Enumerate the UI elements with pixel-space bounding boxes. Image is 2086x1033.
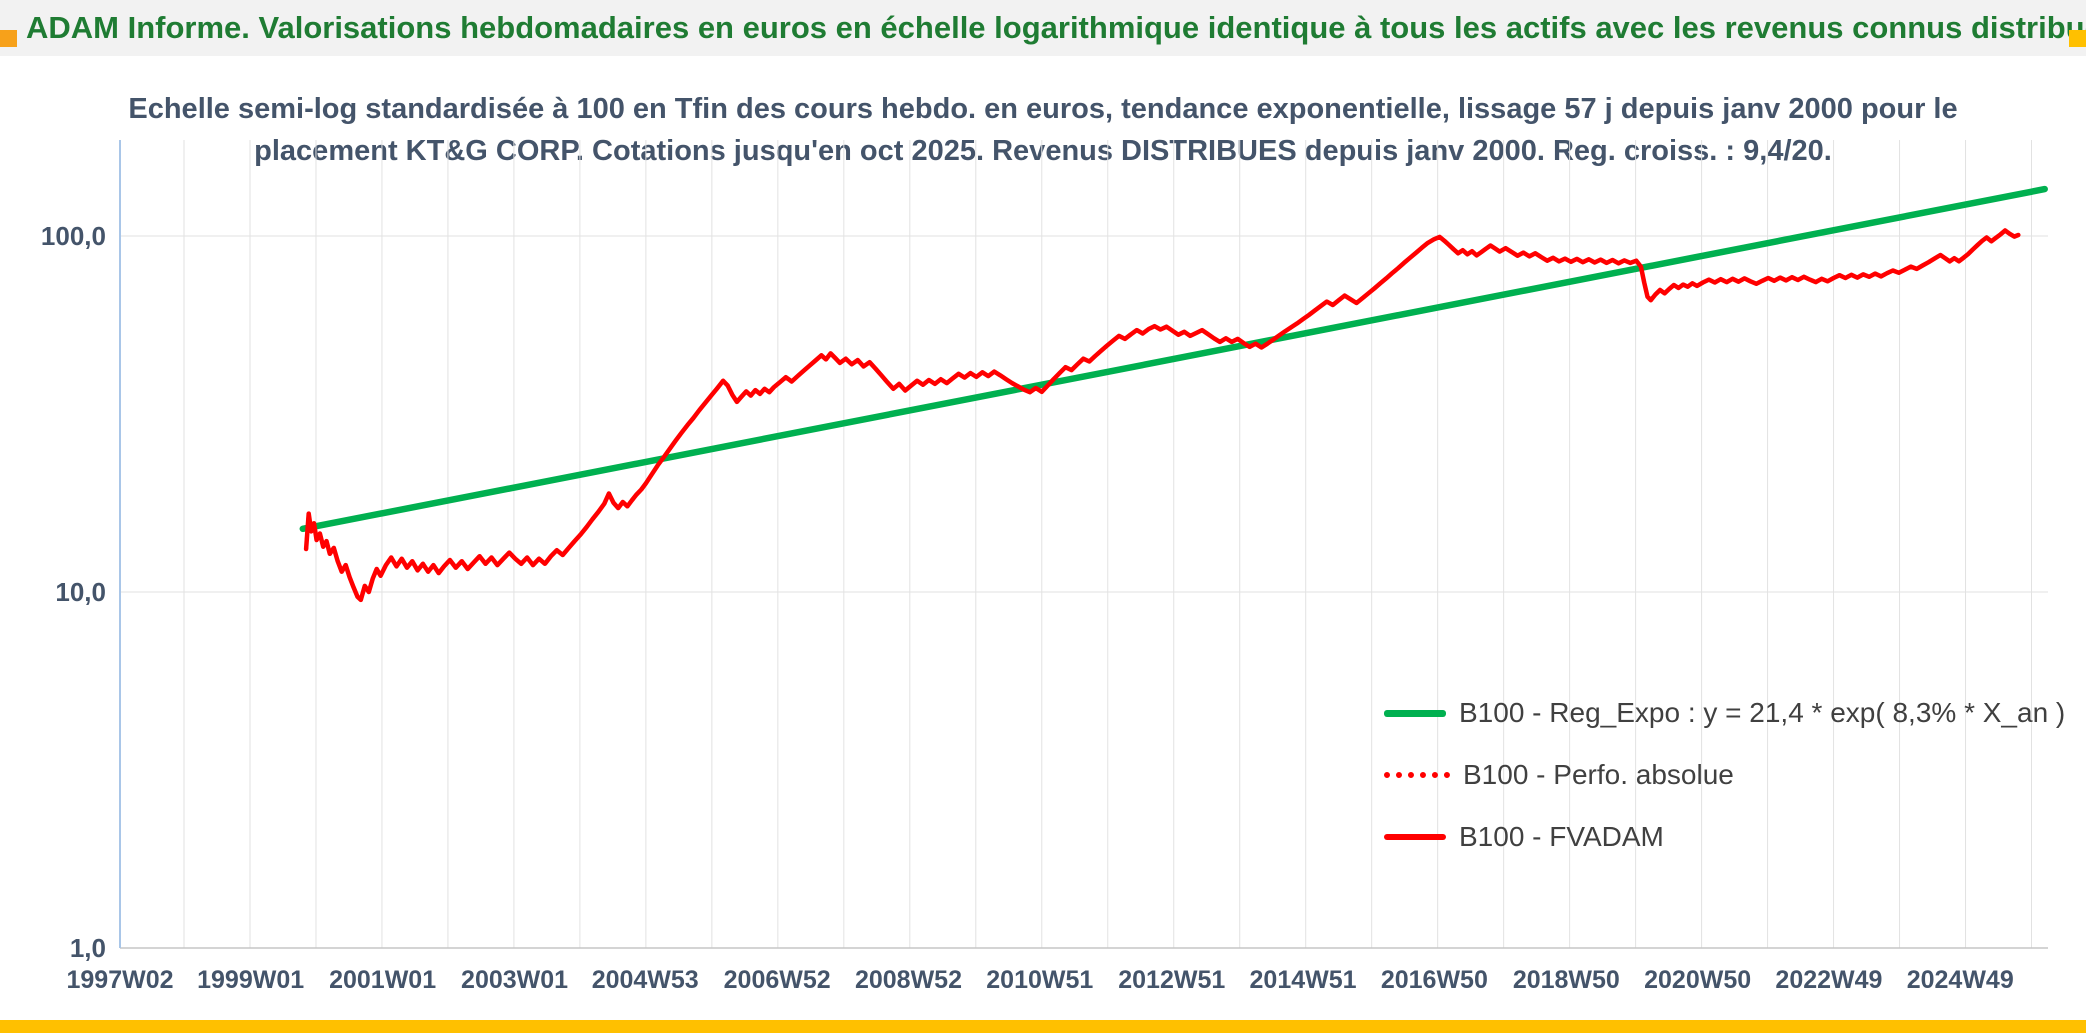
x-tick-label: 2010W51: [986, 966, 1093, 994]
series-perfo_absolue: [304, 228, 2021, 602]
x-tick-label: 2018W50: [1513, 966, 1620, 994]
legend-swatch-reg-expo-line: [1384, 709, 1446, 717]
chart-title-line-2: placement KT&G CORP. Cotations jusqu'en …: [254, 135, 1832, 167]
x-tick-label: 1999W01: [197, 966, 304, 994]
title-bar: ADAM Informe. Valorisations hebdomadaire…: [0, 0, 2086, 56]
chart-title-line-1: Echelle semi-log standardisée à 100 en T…: [128, 93, 1958, 125]
legend-label-fvadam: B100 - FVADAM: [1459, 821, 1664, 852]
legend-item-perfo-absolue: B100 - Perfo. absolue: [1384, 744, 2065, 806]
series-reg_expo: [299, 185, 2048, 533]
legend-swatch-perfo-dotted-line: [1384, 772, 1450, 778]
report-title: ADAM Informe. Valorisations hebdomadaire…: [26, 10, 2086, 45]
y-tick-label: 100,0: [41, 221, 106, 251]
x-tick-label: 2006W52: [724, 966, 831, 994]
accent-square-right: [2069, 30, 2086, 47]
legend-item-fvadam: B100 - FVADAM: [1384, 806, 2065, 868]
x-tick-label: 2014W51: [1250, 966, 1357, 994]
x-tick-label: 2001W01: [329, 966, 436, 994]
y-tick-label: 10,0: [55, 577, 106, 607]
chart-legend: B100 - Reg_Expo : y = 21,4 * exp( 8,3% *…: [1384, 682, 2065, 868]
x-tick-label: 2024W49: [1907, 966, 2014, 994]
x-tick-label: 2022W49: [1775, 966, 1882, 994]
legend-swatch-fvadam-line: [1384, 834, 1446, 840]
bottom-accent-bar: [0, 1020, 2086, 1033]
x-tick-label: 2008W52: [855, 966, 962, 994]
x-tick-label: 2003W01: [461, 966, 568, 994]
accent-square-left: [0, 30, 17, 47]
chart-title: Echelle semi-log standardisée à 100 en T…: [0, 88, 2086, 172]
x-tick-label: 2004W53: [592, 966, 699, 994]
y-tick-label: 1,0: [70, 933, 106, 963]
legend-item-reg-expo: B100 - Reg_Expo : y = 21,4 * exp( 8,3% *…: [1384, 682, 2065, 744]
x-tick-label: 2016W50: [1381, 966, 1488, 994]
legend-label-perfo-absolue: B100 - Perfo. absolue: [1463, 759, 1734, 790]
x-tick-label: 1997W02: [66, 966, 173, 994]
series-fvadam: [303, 228, 2021, 603]
x-tick-label: 2020W50: [1644, 966, 1751, 994]
x-tick-label: 2012W51: [1118, 966, 1225, 994]
legend-label-reg-expo: B100 - Reg_Expo : y = 21,4 * exp( 8,3% *…: [1459, 697, 2066, 728]
